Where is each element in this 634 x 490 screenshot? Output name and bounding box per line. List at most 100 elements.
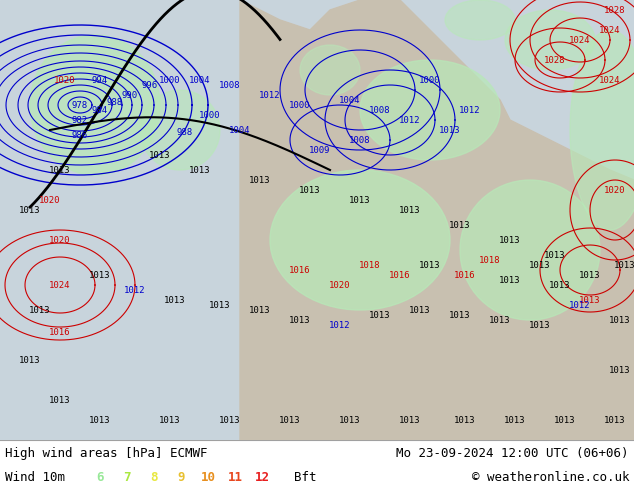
Text: 1013: 1013 [279,416,301,424]
Text: 1013: 1013 [299,186,321,195]
Text: 1013: 1013 [339,416,361,424]
Text: 1013: 1013 [369,311,391,319]
Ellipse shape [445,0,515,40]
Text: 1008: 1008 [369,105,391,115]
Text: 1013: 1013 [489,316,511,324]
Text: 1013: 1013 [609,316,631,324]
Ellipse shape [505,10,595,70]
Text: 1013: 1013 [89,416,111,424]
Text: 984: 984 [92,105,108,115]
Text: 1012: 1012 [329,320,351,329]
Text: 1018: 1018 [479,255,501,265]
Text: 1012: 1012 [259,91,281,99]
Text: 1004: 1004 [230,125,251,135]
Text: 1000: 1000 [289,100,311,109]
Text: 1013: 1013 [49,166,71,174]
Text: 1013: 1013 [149,150,171,160]
Text: 1013: 1013 [399,205,421,215]
Text: 988: 988 [177,127,193,137]
Text: 1018: 1018 [359,261,381,270]
Ellipse shape [140,90,220,170]
Ellipse shape [300,45,360,95]
Text: 1013: 1013 [249,305,271,315]
Text: 1013: 1013 [499,275,521,285]
Text: 1028: 1028 [604,5,626,15]
Text: 1013: 1013 [349,196,371,204]
Text: 1013: 1013 [410,305,430,315]
Text: 1013: 1013 [554,416,576,424]
Text: 1000: 1000 [159,75,181,84]
Text: 1013: 1013 [499,236,521,245]
Text: 1000: 1000 [199,111,221,120]
Text: 1013: 1013 [249,175,271,185]
Text: 1024: 1024 [599,25,621,34]
Ellipse shape [30,35,160,175]
Text: 1020: 1020 [329,280,351,290]
Text: 978: 978 [72,100,88,109]
Text: 1008: 1008 [219,80,241,90]
Text: 1013: 1013 [529,320,551,329]
Text: 1012: 1012 [399,116,421,124]
Text: 982: 982 [72,116,88,124]
Text: 1012: 1012 [569,300,591,310]
Text: Wind 10m: Wind 10m [5,470,65,484]
Text: 1013: 1013 [504,416,526,424]
Text: High wind areas [hPa] ECMWF: High wind areas [hPa] ECMWF [5,446,207,460]
Polygon shape [0,0,634,440]
Text: 1013: 1013 [579,270,601,279]
Text: 8: 8 [150,470,158,484]
Ellipse shape [460,180,600,320]
Text: 1004: 1004 [339,96,361,104]
Text: 986: 986 [72,130,88,140]
Text: 996: 996 [142,80,158,90]
Text: 1013: 1013 [579,295,601,304]
Text: 988: 988 [107,98,123,106]
Text: 1012: 1012 [124,286,146,294]
Text: 1004: 1004 [190,75,210,84]
Text: 1013: 1013 [549,280,571,290]
Polygon shape [240,0,634,440]
Text: 1013: 1013 [450,311,471,319]
Text: 1024: 1024 [569,35,591,45]
Text: 990: 990 [122,91,138,99]
Text: 1013: 1013 [209,300,231,310]
Text: 1013: 1013 [164,295,186,304]
Text: 1020: 1020 [49,236,71,245]
Text: 1013: 1013 [419,261,441,270]
Ellipse shape [570,30,634,230]
Text: 1020: 1020 [604,186,626,195]
Text: 1013: 1013 [609,366,631,374]
Text: 1013: 1013 [614,261,634,270]
Text: 1016: 1016 [389,270,411,279]
Text: 994: 994 [92,75,108,84]
Text: 1013: 1013 [289,316,311,324]
Text: 1013: 1013 [29,305,51,315]
Text: 1013: 1013 [49,395,71,405]
Text: 1013: 1013 [190,166,210,174]
Text: 1008: 1008 [349,136,371,145]
Text: 1013: 1013 [19,205,41,215]
Text: 1013: 1013 [604,416,626,424]
Text: 1013: 1013 [19,356,41,365]
Text: Bft: Bft [294,470,316,484]
Text: 1020: 1020 [39,196,61,204]
Polygon shape [300,330,410,440]
Text: 6: 6 [96,470,104,484]
Text: 1013: 1013 [529,261,551,270]
Text: 1013: 1013 [439,125,461,135]
Text: 1024: 1024 [599,75,621,84]
Ellipse shape [360,60,500,160]
Text: 1016: 1016 [454,270,476,279]
Text: 1000: 1000 [419,75,441,84]
Text: 1013: 1013 [219,416,241,424]
Text: 1009: 1009 [309,146,331,154]
Text: Mo 23-09-2024 12:00 UTC (06+06): Mo 23-09-2024 12:00 UTC (06+06) [396,446,629,460]
Text: 1016: 1016 [289,266,311,274]
Text: 1016: 1016 [49,327,71,337]
Text: 1024: 1024 [49,280,71,290]
Text: 1013: 1013 [89,270,111,279]
Ellipse shape [270,170,450,310]
Text: 1013: 1013 [450,220,471,229]
Text: 7: 7 [123,470,131,484]
Text: 1012: 1012 [459,105,481,115]
